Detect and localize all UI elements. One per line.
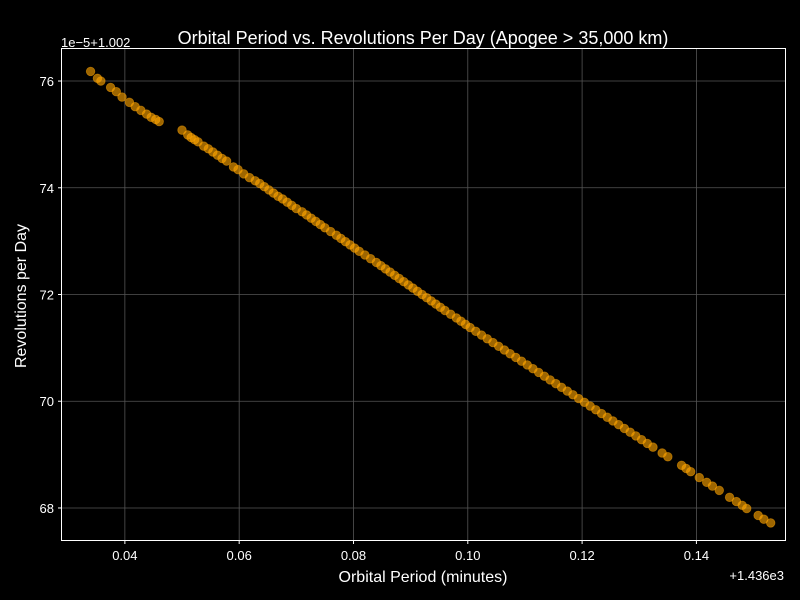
x-tick-label: 0.14: [684, 548, 709, 563]
chart-title: Orbital Period vs. Revolutions Per Day (…: [178, 28, 669, 48]
x-tick-label: 0.12: [569, 548, 594, 563]
y-axis-label: Revolutions per Day: [13, 224, 30, 368]
data-point: [724, 492, 735, 503]
data-point: [221, 156, 232, 166]
data-point: [707, 481, 718, 491]
y-axis-offset-label: 1e−5+1.002: [61, 35, 130, 50]
y-axis-ticks: 68 70 72 74 76: [40, 74, 62, 516]
data-point: [648, 442, 658, 452]
data-point: [663, 452, 673, 462]
data-points: [85, 66, 776, 528]
x-tick-label: 0.06: [227, 548, 252, 563]
data-point: [742, 503, 752, 514]
x-tick-label: 0.10: [455, 548, 480, 563]
data-point: [694, 472, 704, 483]
data-point: [85, 66, 96, 77]
data-point: [96, 76, 106, 86]
x-axis-label: Orbital Period (minutes): [339, 569, 508, 586]
data-point: [685, 466, 696, 477]
y-tick-label: 74: [40, 181, 54, 196]
data-point: [154, 116, 164, 127]
data-point: [111, 86, 121, 97]
x-tick-label: 0.04: [112, 548, 137, 563]
x-axis-offset-label: +1.436e3: [729, 568, 784, 583]
data-point: [117, 92, 127, 102]
data-point: [714, 485, 724, 496]
y-tick-label: 72: [40, 288, 54, 303]
x-tick-label: 0.08: [341, 548, 366, 563]
data-point: [766, 518, 776, 528]
y-tick-label: 76: [40, 74, 54, 89]
y-tick-label: 70: [40, 394, 54, 409]
x-axis-ticks: 0.04 0.06 0.08 0.10 0.12 0.14: [112, 540, 709, 563]
y-tick-label: 68: [40, 501, 54, 516]
